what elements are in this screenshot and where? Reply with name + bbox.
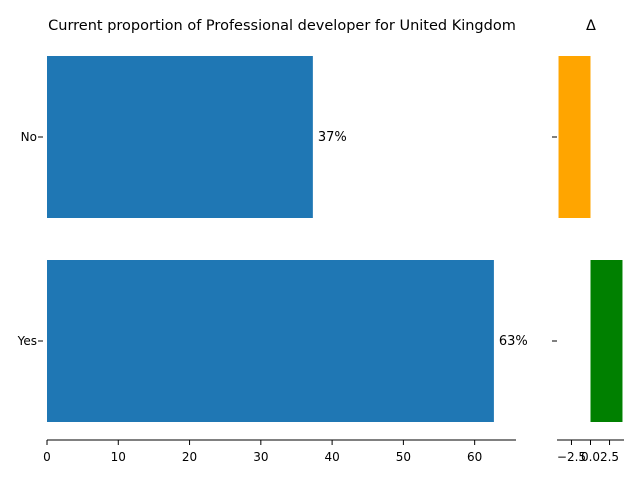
x-tick-label: 0	[43, 450, 51, 464]
bar-yes	[47, 260, 494, 422]
bar-no	[47, 56, 313, 218]
chart-title: Current proportion of Professional devel…	[48, 18, 516, 34]
x-tick-label: 10	[111, 450, 126, 464]
delta-x-tick-label: 0.0	[581, 450, 600, 464]
delta-chart-title: Δ	[586, 18, 596, 34]
x-tick-label: 60	[467, 450, 482, 464]
x-tick-label: 40	[324, 450, 339, 464]
delta-bar-plot: −2.50.0 2.5	[552, 56, 624, 464]
bar-value-label: 63%	[499, 334, 528, 349]
y-tick-label: Yes	[17, 334, 37, 348]
x-tick-label: 20	[182, 450, 197, 464]
bar-value-label: 37%	[318, 130, 347, 145]
delta-bar-yes	[590, 260, 623, 422]
delta-x-tick-label: −2.5	[557, 450, 586, 464]
main-bar-plot: 37% No 63% Yes 0 10 20 30 40 50 60	[17, 56, 528, 464]
x-tick-label: 30	[253, 450, 268, 464]
delta-bar-no	[558, 56, 591, 218]
x-tick-label: 50	[396, 450, 411, 464]
delta-x-tick-label: 2.5	[600, 450, 619, 464]
y-tick-label: No	[21, 130, 37, 144]
